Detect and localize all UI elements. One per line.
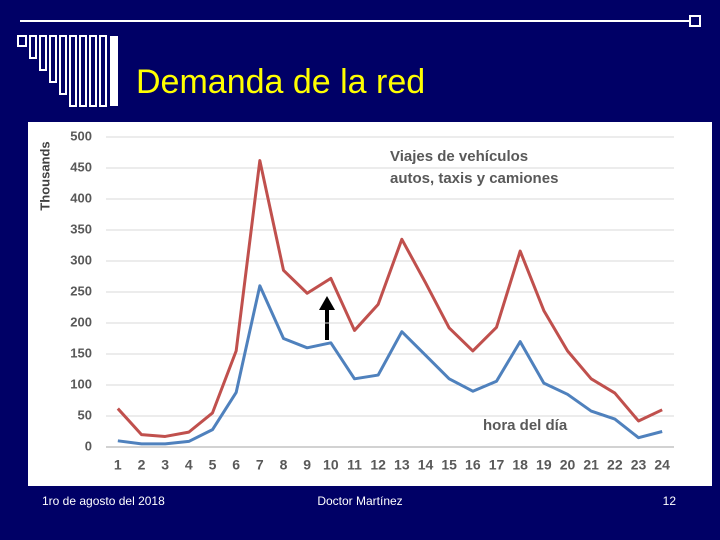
y-tick-label: 150: [70, 345, 92, 360]
y-tick-label: 200: [70, 314, 92, 329]
series-line: [116, 159, 663, 438]
y-tick-label: 500: [70, 128, 92, 143]
y-tick-label: 300: [70, 252, 92, 267]
x-tick-label: 20: [560, 457, 576, 473]
x-tick-label: 10: [323, 457, 339, 473]
x-tick-label: 2: [138, 457, 146, 473]
annotation: autos, taxis y camiones: [390, 170, 558, 187]
x-tick-label: 24: [654, 457, 670, 473]
y-tick-label: 350: [70, 221, 92, 236]
y-tick-label: 400: [70, 190, 92, 205]
footer-center: Doctor Martínez: [317, 494, 402, 508]
x-tick-label: 11: [347, 457, 362, 473]
x-tick-label: 19: [536, 457, 552, 473]
y-axis-label: Thousands: [37, 141, 52, 210]
x-tick-label: 14: [418, 457, 434, 473]
x-tick-label: 23: [631, 457, 647, 473]
footer-right: 12: [663, 494, 677, 508]
arrow: [319, 296, 335, 340]
x-tick-label: 1: [114, 457, 122, 473]
y-tick-label: 50: [78, 407, 92, 422]
rule-square: [689, 15, 701, 27]
annotation: Viajes de vehículos: [390, 148, 528, 165]
x-tick-label: 8: [280, 457, 288, 473]
x-tick-label: 3: [161, 457, 169, 473]
x-tick-label: 7: [256, 457, 264, 473]
x-tick-label: 18: [512, 457, 528, 473]
footer-left: 1ro de agosto del 2018: [42, 494, 165, 508]
decor: [17, 35, 107, 107]
x-tick-label: 6: [232, 457, 240, 473]
x-tick-label: 9: [303, 457, 311, 473]
y-tick-label: 450: [70, 159, 92, 174]
x-tick-label: 21: [583, 457, 599, 473]
x-axis-label: hora del día: [483, 417, 568, 434]
x-tick-label: 12: [370, 457, 386, 473]
y-tick-label: 0: [85, 438, 92, 453]
x-tick-label: 17: [489, 457, 505, 473]
y-tick-label: 250: [70, 283, 92, 298]
x-tick-label: 13: [394, 457, 410, 473]
y-tick-label: 100: [70, 376, 92, 391]
series-line: [117, 284, 663, 446]
slide-title: Demanda de la red: [136, 63, 425, 101]
x-tick-label: 22: [607, 457, 623, 473]
decor-bar: [110, 36, 118, 106]
x-tick-label: 5: [209, 457, 217, 473]
x-tick-label: 16: [465, 457, 481, 473]
x-tick-label: 4: [185, 457, 193, 473]
chart-area: [28, 122, 712, 486]
x-tick-label: 15: [441, 457, 457, 473]
